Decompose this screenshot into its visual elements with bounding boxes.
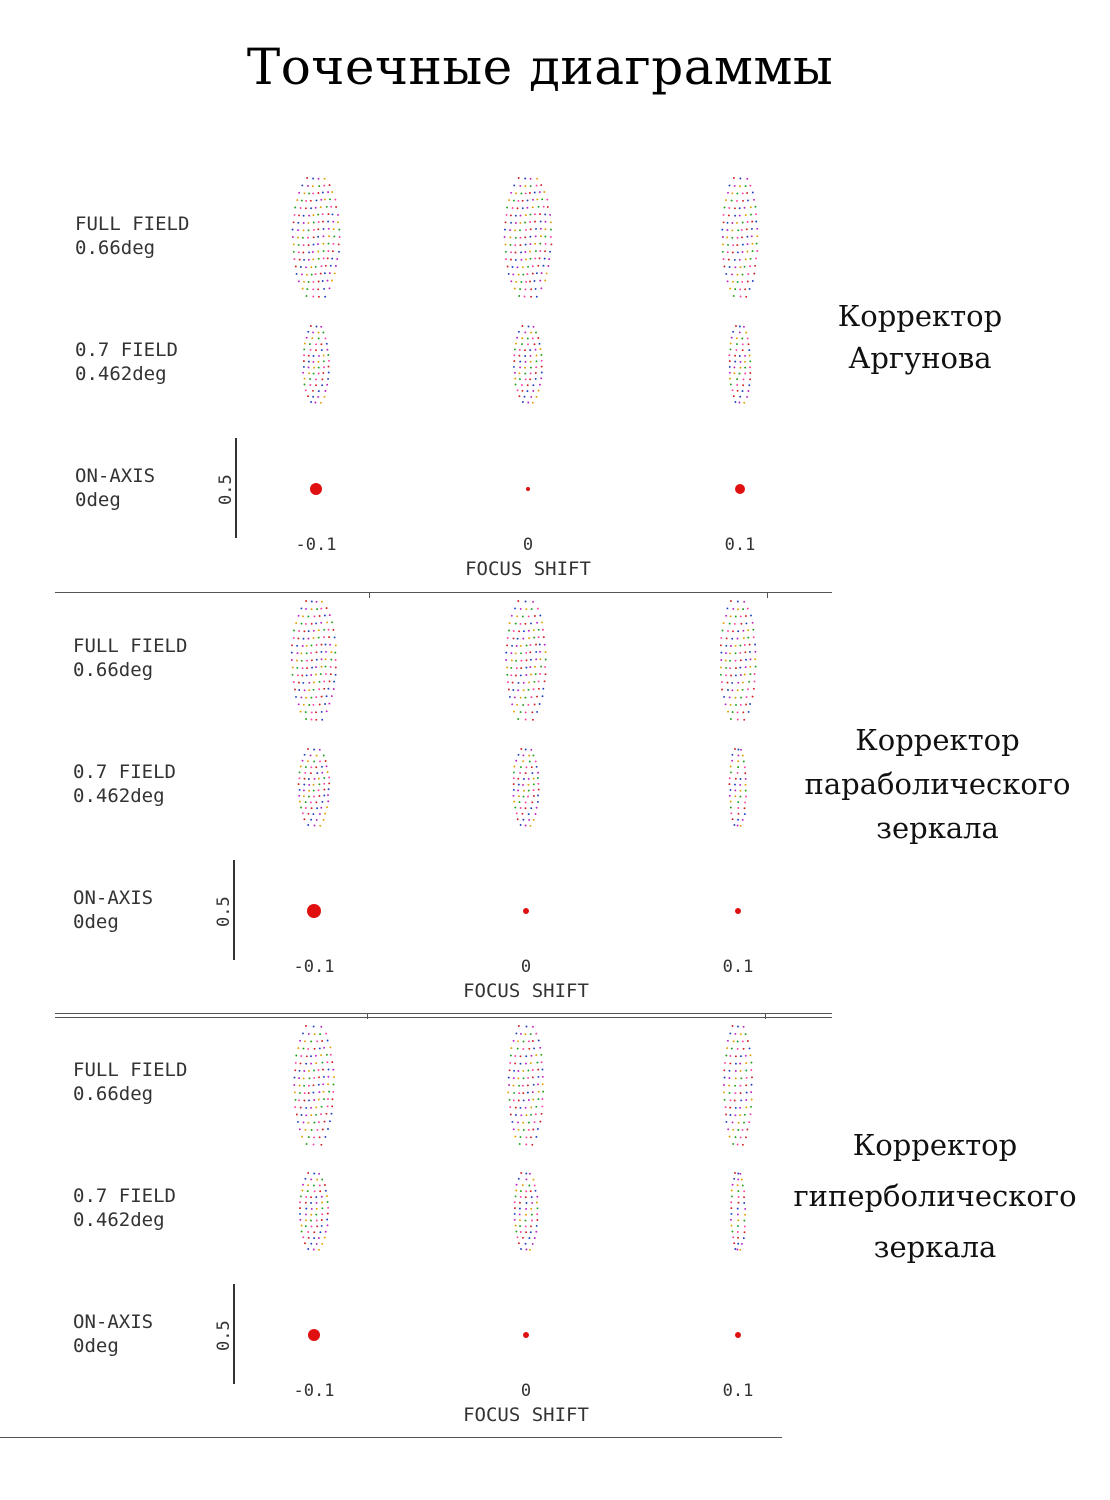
x-axis-title: FOCUS SHIFT	[463, 980, 589, 1002]
page-title: Точечные диаграммы	[246, 38, 834, 96]
corrector-label-hyperbolic: Корректор гиперболического зеркала	[793, 1128, 1077, 1264]
x-tick: -0.1	[293, 1381, 335, 1401]
spot-panel-parabolic: FULL FIELD 0.66deg 0.7 FIELD 0.462deg ON-A…	[0, 582, 840, 1002]
x-tick: 0.1	[724, 535, 756, 555]
x-tick: 0.1	[722, 957, 754, 977]
scale-bar-label: 0.5	[214, 1320, 234, 1351]
x-tick: -0.1	[295, 535, 337, 555]
scale-bar-label: 0.5	[216, 474, 236, 505]
corrector-label-argunov: Корректор Аргунова	[837, 299, 1003, 375]
row-label-full-field: FULL FIELD 0.66deg	[73, 1059, 188, 1105]
panel-separator	[55, 1017, 832, 1018]
row-label-07-field: 0.7 FIELD 0.462deg	[73, 761, 176, 807]
row-label-07-field: 0.7 FIELD 0.462deg	[75, 339, 178, 385]
separator-tick	[767, 592, 768, 598]
bottom-rule	[0, 1437, 782, 1438]
x-tick: 0.1	[722, 1381, 754, 1401]
spot-panel-hyperbolic: FULL FIELD 0.66deg 0.7 FIELD 0.462deg ON-A…	[0, 1006, 840, 1426]
scale-bar	[235, 438, 237, 538]
x-axis-title: FOCUS SHIFT	[463, 1404, 589, 1426]
x-tick: 0	[522, 535, 534, 555]
x-axis-title: FOCUS SHIFT	[465, 558, 591, 580]
panel-separator	[55, 1013, 832, 1014]
row-label-on-axis: ON-AXIS 0deg	[75, 465, 156, 511]
row-label-on-axis: ON-AXIS 0deg	[73, 887, 154, 933]
row-label-full-field: FULL FIELD 0.66deg	[73, 635, 188, 681]
x-tick: 0	[520, 1381, 532, 1401]
row-label-07-field: 0.7 FIELD 0.462deg	[73, 1185, 176, 1231]
scale-bar-label: 0.5	[214, 896, 234, 927]
panel-separator	[55, 592, 832, 593]
separator-tick	[369, 592, 370, 598]
scale-bar	[233, 1284, 235, 1384]
row-label-full-field: FULL FIELD 0.66deg	[75, 213, 190, 259]
x-tick: 0	[520, 957, 532, 977]
separator-tick	[765, 1013, 766, 1019]
corrector-label-parabolic: Корректор параболического зеркала	[804, 723, 1071, 845]
x-tick: -0.1	[293, 957, 335, 977]
row-label-on-axis: ON-AXIS 0deg	[73, 1311, 154, 1357]
scale-bar	[233, 860, 235, 960]
spot-panel-argunov: FULL FIELD 0.66deg 0.7 FIELD 0.462deg ON-A…	[0, 160, 840, 580]
separator-tick	[367, 1013, 368, 1019]
